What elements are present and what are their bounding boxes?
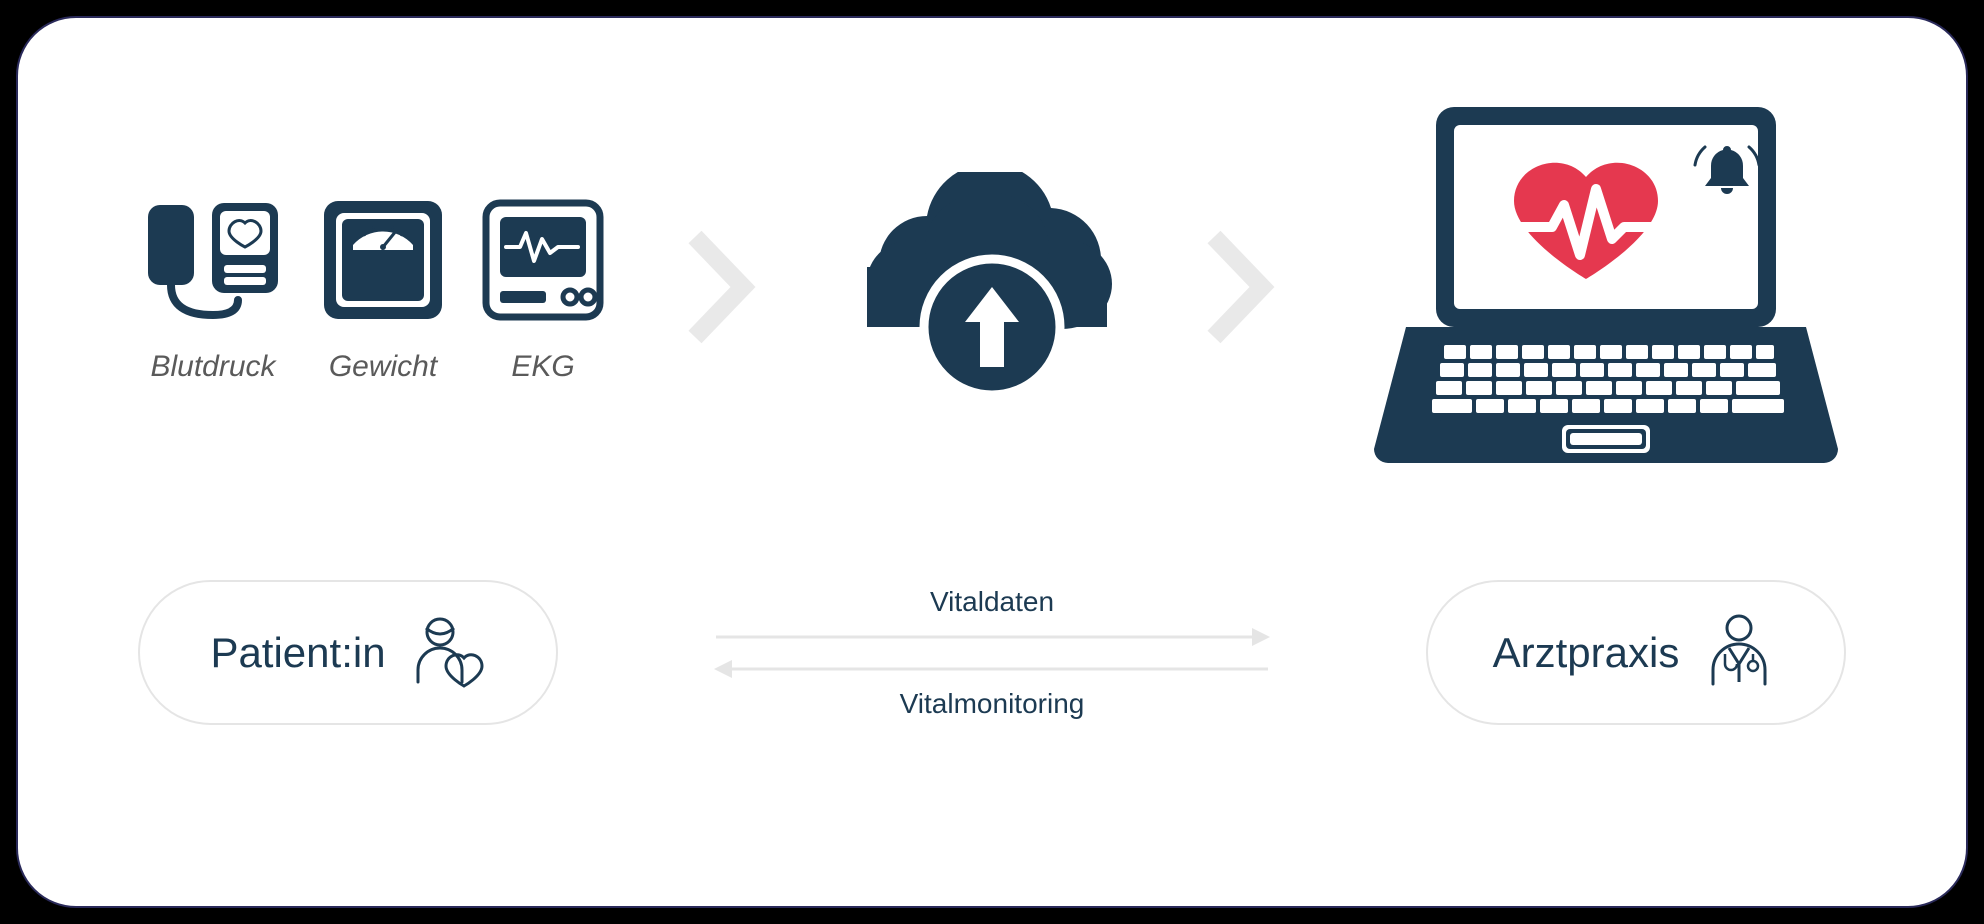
cloud-upload-icon: [847, 172, 1127, 407]
chevron-right-icon: [683, 222, 773, 357]
doctor-label: Arztpraxis: [1493, 629, 1680, 677]
device-label: Blutdruck: [150, 350, 275, 384]
ekg-monitor-icon: [478, 195, 608, 330]
arrow-right-icon: [712, 624, 1272, 650]
device-blood-pressure: Blutdruck: [138, 195, 288, 384]
diagram-card: Blutdruck: [16, 16, 1968, 908]
patient-icon: [406, 610, 486, 695]
bottom-exchange-row: Patient:in Vitaldaten Vitalmonitoring: [138, 580, 1846, 725]
arrow-left-icon: [712, 656, 1272, 682]
laptop-monitoring-icon: [1366, 97, 1846, 482]
exchange-bottom-label: Vitalmonitoring: [900, 688, 1085, 720]
blood-pressure-icon: [138, 195, 288, 330]
patient-label: Patient:in: [210, 629, 385, 677]
device-label: Gewicht: [329, 350, 437, 384]
exchange-arrows: Vitaldaten Vitalmonitoring: [598, 586, 1386, 720]
device-ekg: EKG: [478, 195, 608, 384]
top-flow-row: Blutdruck: [138, 78, 1846, 500]
weight-scale-icon: [318, 195, 448, 330]
patient-pill: Patient:in: [138, 580, 558, 725]
device-weight: Gewicht: [318, 195, 448, 384]
devices-group: Blutdruck: [138, 195, 608, 384]
exchange-top-label: Vitaldaten: [930, 586, 1054, 618]
doctor-pill: Arztpraxis: [1426, 580, 1846, 725]
chevron-right-icon: [1202, 222, 1292, 357]
doctor-icon: [1699, 610, 1779, 695]
device-label: EKG: [511, 350, 574, 384]
